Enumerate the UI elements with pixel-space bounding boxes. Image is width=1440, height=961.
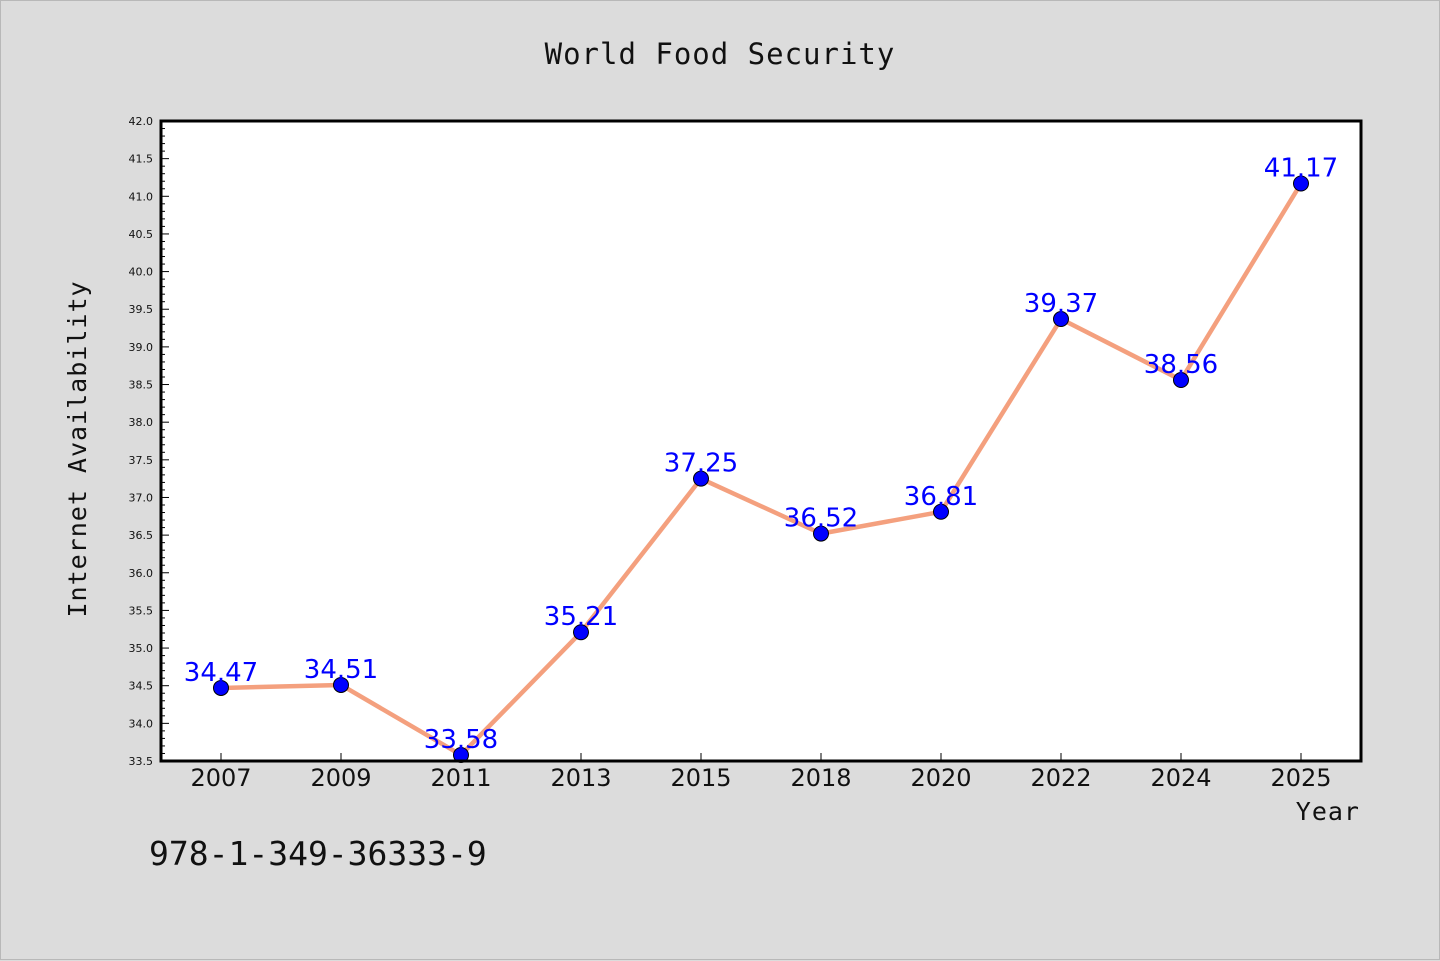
y-tick-label: 39.5 [129,303,154,316]
data-point-2018 [813,525,829,542]
plot-area [161,121,1361,761]
series-line [218,181,1304,758]
y-tick-label: 38.5 [129,379,154,392]
y-tick-label: 33.5 [129,755,154,768]
chart-title: World Food Security [545,37,896,71]
y-tick-label: 40.0 [129,266,154,279]
x-tick-label: 2018 [790,764,851,792]
y-tick-label: 42.0 [129,115,154,128]
data-label-2009: 34.51 [304,655,378,685]
data-point-2015 [693,470,709,487]
x-axis-title: Year [1296,797,1360,826]
x-tick-label: 2020 [910,764,971,792]
y-tick-label: 36.5 [129,529,154,542]
x-tick-label: 2013 [550,764,611,792]
y-tick-label: 40.5 [129,228,154,241]
y-axis: 33.5 34.0 34.5 35.0 35.5 36.0 36.5 37.0 37.5 38.0… [129,115,169,768]
data-point-2020 [933,503,949,520]
y-tick-label: 38.0 [129,416,154,429]
data-label-2022: 39.37 [1024,289,1098,319]
data-point-2025 [1293,175,1309,192]
x-tick-label: 2024 [1150,764,1211,792]
x-tick-label: 2025 [1270,764,1331,792]
isbn-annotation: 978-1-349-36333-9 [149,834,487,873]
y-tick-label: 39.0 [129,341,154,354]
data-label-2018: 36.52 [784,504,858,534]
data-label-2011: 33.58 [424,725,498,755]
y-tick-label: 34.5 [129,680,154,693]
y-tick-label: 36.0 [129,567,154,580]
y-tick-label: 34.0 [129,717,154,730]
data-label-2025: 41.17 [1264,153,1338,183]
data-point-2024 [1173,372,1189,389]
y-axis-title: Internet Availability [63,280,92,617]
data-point-2022 [1053,311,1069,328]
x-tick-label: 2011 [430,764,491,792]
x-tick-label: 2009 [310,764,371,792]
y-tick-label: 37.5 [129,454,154,467]
data-point-2009 [333,676,349,693]
data-point-2007 [213,679,229,696]
y-tick-label: 35.0 [129,642,154,655]
data-label-2007: 34.47 [184,658,258,688]
plot-frame [159,119,1363,763]
y-tick-label: 35.5 [129,604,154,617]
x-tick-label: 2022 [1030,764,1091,792]
data-labels: 34.47 34.51 33.58 35.21 37.25 36.52 36.81 39.37… [184,153,1338,754]
x-tick-label: 2007 [190,764,251,792]
y-tick-label: 41.5 [129,153,154,166]
data-label-2020: 36.81 [904,482,978,512]
data-point-2013 [573,624,589,641]
y-tick-label: 37.0 [129,491,154,504]
y-tick-label: 41.0 [129,190,154,203]
series-layer [213,175,1309,763]
x-axis: 2007 2009 2011 2013 2015 2018 2020 2022 2024 2025 [190,753,1332,792]
data-label-2013: 35.21 [544,602,618,632]
data-label-2024: 38.56 [1144,350,1218,380]
x-tick-label: 2015 [670,764,731,792]
data-label-2015: 37.25 [664,449,738,479]
